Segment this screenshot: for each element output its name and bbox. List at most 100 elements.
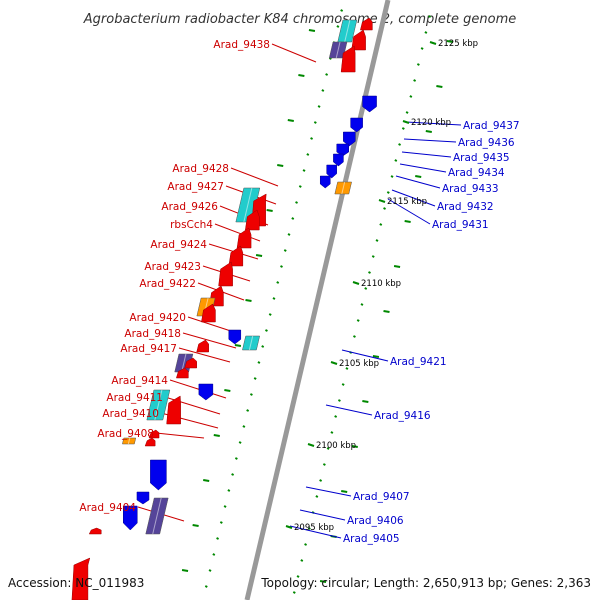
tick-mark (416, 63, 420, 66)
reverse-gene-label: Arad_9433 (442, 183, 499, 195)
forward-gene-arrow (148, 429, 160, 439)
tick-mark (317, 105, 321, 108)
tick-mark (341, 383, 345, 386)
tick-mark (398, 143, 402, 146)
tick-mark (356, 319, 360, 322)
tick-mark (360, 303, 364, 306)
tick-mark (291, 217, 295, 220)
reverse-gene-arrow (326, 164, 337, 179)
reverse-label-leader (325, 404, 373, 416)
kbp-tick (378, 199, 386, 203)
reverse-gene-label: Arad_9407 (353, 491, 410, 503)
forward-label-leader (178, 347, 231, 363)
tick-mark (425, 130, 432, 133)
tick-mark (351, 445, 358, 448)
forward-label-leader (182, 332, 237, 349)
tick-mark (280, 265, 283, 268)
reverse-label-leader (403, 138, 457, 143)
reverse-gene-arrow (336, 143, 349, 157)
tick-mark (415, 175, 422, 178)
tick-mark (372, 355, 380, 358)
tick-mark (368, 271, 371, 274)
reverse-gene-label: Arad_9406 (347, 515, 404, 527)
tick-mark (362, 400, 369, 403)
tick-mark (268, 313, 272, 316)
forward-gene-labels: Arad_9438 Arad_9428 Arad_9427 Arad_9426 rbsC… (79, 39, 270, 514)
tick-mark (326, 447, 330, 450)
tick-mark (341, 490, 348, 493)
tick-mark (308, 29, 316, 32)
forward-gene-label: Arad_9404 (79, 502, 136, 514)
tick-mark (302, 169, 306, 172)
kbp-marker-label: 2110 kbp (361, 279, 401, 289)
tick-mark (227, 489, 231, 492)
forward-gene-arrow (351, 29, 366, 51)
forward-gene-label: Arad_9411 (106, 392, 163, 404)
tick-mark (386, 191, 390, 194)
other-gene-block-highlight (335, 41, 341, 59)
tick-mark (249, 393, 253, 396)
tick-mark (213, 434, 220, 437)
reverse-gene-arrow (198, 383, 214, 401)
tick-mark (304, 543, 308, 546)
reverse-gene-label: Arad_9421 (390, 356, 447, 368)
tick-mark (219, 521, 223, 524)
rna-gene-block-highlight (344, 19, 351, 43)
forward-gene-arrow (340, 45, 356, 73)
tick-mark (413, 79, 417, 82)
reverse-gene-label: Arad_9416 (374, 410, 431, 422)
reverse-gene-arrow (350, 117, 363, 133)
forward-gene-arrow (360, 17, 373, 31)
tick-mark (313, 121, 317, 124)
tick-mark (242, 425, 246, 428)
map-title: Agrobacterium radiobacter K84 chromosome… (83, 12, 516, 27)
reverse-gene-label: Arad_9437 (463, 120, 520, 132)
tick-mark (307, 527, 311, 530)
tick-mark (231, 473, 235, 476)
pseudo-gene-block-highlight (127, 437, 131, 445)
forward-label-leader (271, 43, 317, 63)
tick-mark (234, 457, 238, 460)
tick-mark (404, 220, 411, 223)
kbp-marker-label: 2100 kbp (316, 441, 356, 451)
tick-mark (436, 85, 443, 88)
tick-mark (300, 559, 304, 562)
reverse-gene-label: Arad_9434 (448, 167, 505, 179)
tick-mark (325, 73, 329, 76)
forward-label-leader (155, 432, 205, 439)
other-gene-block-highlight (152, 497, 162, 535)
kbp-tick (330, 361, 338, 365)
kbp-tick (307, 443, 315, 447)
backbone-line (244, 0, 391, 600)
reverse-gene-arrow (228, 329, 242, 345)
forward-gene-label: Arad_9428 (172, 163, 229, 175)
forward-gene-label: Arad_9422 (139, 278, 196, 290)
reverse-gene-label: Arad_9405 (343, 533, 400, 545)
reverse-gene-label: Arad_9432 (437, 201, 494, 213)
kbp-tick (352, 281, 360, 285)
gene-features (71, 17, 377, 600)
reverse-gene-arrow (343, 131, 356, 147)
reverse-label-leader (289, 525, 342, 539)
forward-gene-label: Arad_9417 (120, 343, 177, 355)
accession-text: Accession: NC_011983 (8, 576, 144, 590)
forward-gene-arrow (201, 303, 216, 323)
kbp-marker-label: 2105 kbp (339, 359, 379, 369)
tick-mark (298, 74, 305, 77)
tick-mark (424, 31, 428, 34)
tick-mark (204, 585, 208, 588)
forward-gene-arrow (228, 245, 244, 267)
tick-mark (319, 580, 327, 583)
tick-mark (287, 233, 291, 236)
forward-gene-label: Arad_9414 (111, 375, 168, 387)
tick-mark (277, 164, 284, 167)
reverse-gene-labels: Arad_9437 Arad_9436 Arad_9435 Arad_9434 Arad… (343, 120, 520, 545)
tick-mark (261, 345, 265, 348)
forward-gene-arrow (71, 557, 91, 600)
forward-gene-arrow (236, 227, 252, 249)
kbp-tick (285, 525, 293, 529)
tick-mark (383, 310, 390, 313)
tick-mark (208, 569, 212, 572)
tick-mark (192, 524, 199, 527)
reverse-label-leader (391, 189, 436, 207)
